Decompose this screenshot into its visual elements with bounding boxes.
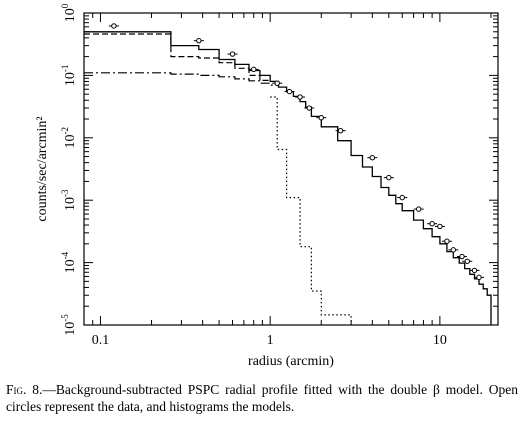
data-point	[444, 238, 450, 244]
y-tick-label: 10-5	[60, 314, 78, 336]
chart-canvas: 0.1 1 10 10-5 10-4 10-3 10-2 10-1 100 radius (arc…	[35, 3, 499, 369]
model-histogram-dot-dash	[84, 72, 279, 86]
data-point	[464, 258, 470, 264]
data-point	[476, 274, 482, 281]
y-tick-label: 10-4	[60, 251, 78, 273]
data-point	[386, 174, 392, 181]
data-point	[229, 51, 236, 57]
model-histogram-dotted	[270, 96, 352, 325]
data-point	[111, 23, 117, 29]
data-point	[318, 114, 324, 121]
data-point	[337, 127, 344, 134]
y-tick-label: 10-2	[60, 127, 78, 149]
model-histogram-dashed	[84, 33, 271, 81]
data-point	[415, 206, 422, 212]
data-point	[450, 247, 457, 253]
caption-label: Fig. 8.	[6, 382, 43, 397]
y-tick-label: 10-3	[60, 189, 78, 211]
x-axis-title: radius (arcmin)	[248, 354, 334, 369]
data-point	[286, 88, 293, 95]
y-axis-title: counts/sec/arcmin²	[35, 116, 50, 221]
caption-text: —Background-subtracted PSPC radial profi…	[6, 382, 518, 414]
data-point	[274, 80, 280, 86]
plot-frame	[83, 12, 499, 326]
radial-profile-chart: 0.1 1 10 10-5 10-4 10-3 10-2 10-1 100 radius (arc…	[35, 3, 499, 369]
data-point	[251, 66, 257, 73]
data-point	[297, 94, 303, 100]
data-point	[196, 37, 202, 44]
x-tick-label: 1	[267, 333, 274, 348]
y-tick-label: 10-1	[60, 65, 78, 87]
x-tick-label: 10	[433, 333, 447, 348]
data-point	[437, 223, 443, 230]
data-point	[429, 221, 435, 227]
figure-caption: Fig. 8.—Background-subtracted PSPC radia…	[6, 381, 518, 415]
data-point	[471, 267, 478, 274]
data-point	[369, 154, 376, 161]
y-tick-label: 100	[60, 3, 78, 22]
x-tick-label: 0.1	[92, 333, 110, 348]
data-point	[306, 105, 312, 111]
data-point	[459, 253, 465, 260]
data-point	[399, 194, 405, 201]
model-histogram-solid	[84, 31, 492, 325]
